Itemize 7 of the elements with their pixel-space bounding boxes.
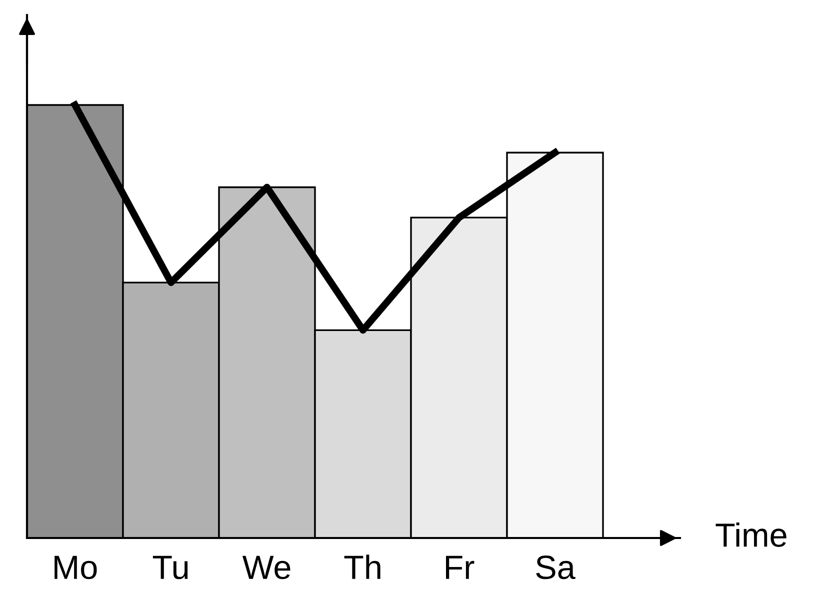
x-tick-label: Tu [152, 556, 188, 580]
x-tick-label: Fr [446, 556, 474, 579]
x-tick-label: Mo [54, 556, 97, 580]
x-axis-title: Time [716, 522, 786, 547]
x-tick-label: Th [344, 554, 380, 579]
x-tick-label: Sa [536, 556, 576, 580]
x-tick-label: We [242, 556, 290, 580]
